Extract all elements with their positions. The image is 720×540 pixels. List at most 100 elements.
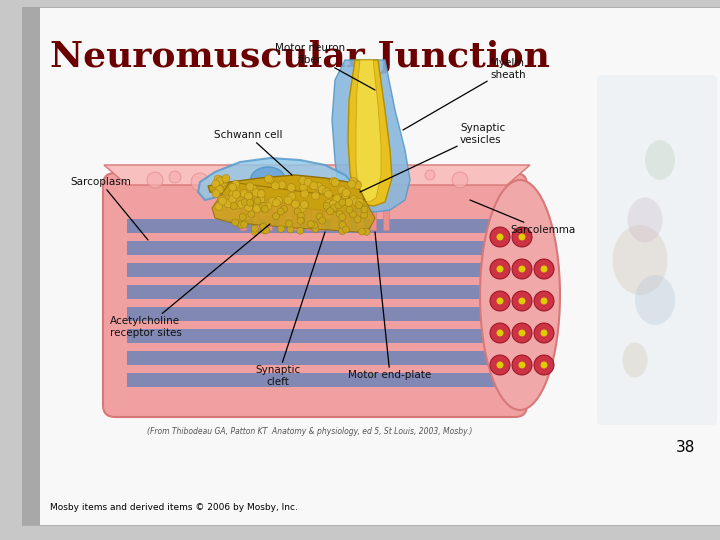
Ellipse shape	[645, 140, 675, 180]
Circle shape	[534, 291, 554, 311]
Circle shape	[260, 204, 268, 212]
Ellipse shape	[623, 342, 647, 377]
Circle shape	[354, 216, 361, 223]
Circle shape	[339, 221, 346, 228]
Circle shape	[169, 171, 181, 183]
Circle shape	[272, 199, 280, 207]
Circle shape	[241, 199, 248, 206]
Circle shape	[304, 178, 312, 186]
Circle shape	[311, 222, 318, 229]
Circle shape	[338, 186, 346, 194]
Circle shape	[512, 259, 532, 279]
Bar	[22, 7, 40, 525]
Bar	[127, 307, 507, 321]
Text: 38: 38	[675, 441, 695, 456]
Circle shape	[215, 186, 224, 194]
Circle shape	[541, 361, 547, 368]
Circle shape	[239, 213, 246, 220]
Circle shape	[541, 266, 547, 273]
Circle shape	[497, 361, 503, 368]
Text: Motor neuron
fiber: Motor neuron fiber	[275, 43, 375, 90]
Circle shape	[490, 291, 510, 311]
Circle shape	[349, 211, 356, 218]
Polygon shape	[198, 158, 358, 212]
Text: Synaptic
vesicles: Synaptic vesicles	[360, 124, 505, 192]
Circle shape	[224, 200, 232, 208]
Circle shape	[274, 197, 282, 205]
Circle shape	[272, 213, 279, 220]
Circle shape	[233, 190, 240, 198]
Text: Motor end-plate: Motor end-plate	[348, 232, 431, 380]
Polygon shape	[212, 182, 375, 232]
Circle shape	[534, 259, 554, 279]
Text: Schwann cell: Schwann cell	[214, 130, 292, 175]
Circle shape	[212, 190, 220, 198]
Bar	[344, 202, 350, 230]
Circle shape	[268, 197, 276, 205]
Ellipse shape	[480, 180, 560, 410]
Circle shape	[452, 172, 468, 188]
Circle shape	[281, 206, 287, 213]
Circle shape	[512, 291, 532, 311]
Text: Sarcolemma: Sarcolemma	[470, 200, 575, 235]
Circle shape	[339, 199, 346, 206]
Bar	[370, 202, 376, 230]
Text: Sarcoplasm: Sarcoplasm	[70, 177, 148, 240]
Circle shape	[263, 227, 270, 234]
Circle shape	[346, 206, 353, 213]
Circle shape	[333, 199, 341, 207]
Circle shape	[359, 228, 365, 235]
Circle shape	[490, 355, 510, 375]
Circle shape	[253, 201, 261, 209]
Circle shape	[216, 177, 224, 185]
Circle shape	[266, 176, 274, 184]
Circle shape	[294, 208, 301, 215]
Circle shape	[299, 177, 307, 185]
Circle shape	[353, 198, 361, 206]
Ellipse shape	[628, 198, 662, 242]
Circle shape	[342, 189, 350, 197]
Circle shape	[330, 205, 338, 212]
Circle shape	[338, 227, 346, 234]
Circle shape	[310, 181, 318, 190]
Circle shape	[312, 192, 320, 200]
Circle shape	[229, 195, 237, 203]
Bar	[279, 202, 285, 230]
Bar	[305, 202, 311, 230]
Ellipse shape	[613, 225, 667, 295]
Polygon shape	[356, 60, 381, 202]
Circle shape	[247, 199, 253, 206]
Circle shape	[330, 177, 338, 185]
Bar	[331, 202, 337, 230]
Circle shape	[287, 226, 294, 233]
Circle shape	[248, 211, 255, 218]
Circle shape	[350, 195, 358, 204]
Circle shape	[301, 201, 309, 210]
Circle shape	[212, 180, 220, 188]
Circle shape	[254, 194, 262, 202]
Circle shape	[315, 183, 323, 191]
Circle shape	[249, 185, 257, 193]
Circle shape	[228, 183, 237, 191]
Circle shape	[349, 177, 357, 185]
Text: Acetylcholine
receptor sites: Acetylcholine receptor sites	[110, 224, 270, 338]
Circle shape	[256, 203, 264, 211]
Text: Mosby items and derived items © 2006 by Mosby, Inc.: Mosby items and derived items © 2006 by …	[50, 503, 298, 512]
Circle shape	[238, 222, 245, 229]
Circle shape	[254, 198, 261, 205]
Ellipse shape	[635, 275, 675, 325]
Text: Neuromuscular Junction: Neuromuscular Junction	[50, 40, 550, 74]
Circle shape	[261, 206, 269, 213]
Circle shape	[232, 180, 240, 188]
Circle shape	[261, 227, 268, 234]
Circle shape	[253, 205, 261, 213]
Circle shape	[324, 190, 333, 198]
Circle shape	[284, 197, 292, 204]
Bar	[127, 219, 507, 233]
Circle shape	[341, 191, 349, 199]
Circle shape	[245, 192, 253, 200]
Bar	[127, 329, 507, 343]
Circle shape	[307, 221, 315, 228]
Circle shape	[541, 329, 547, 336]
Circle shape	[232, 219, 239, 226]
